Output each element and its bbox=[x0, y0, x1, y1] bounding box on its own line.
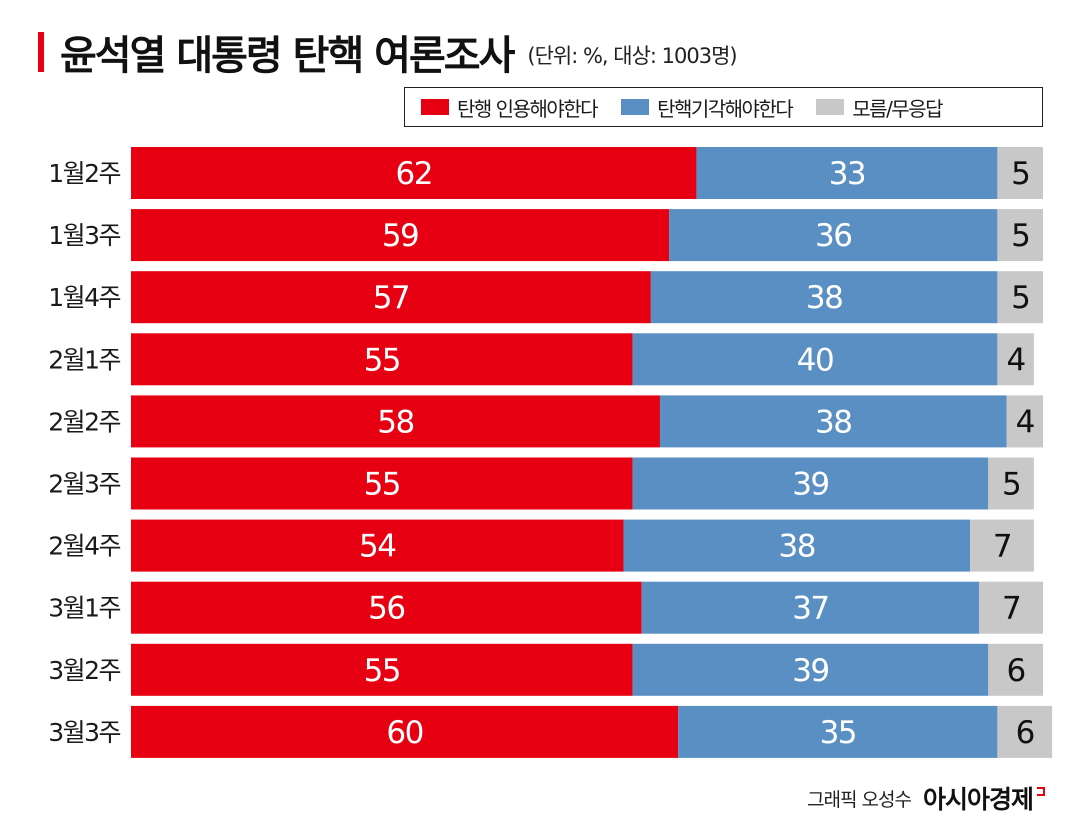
data-label-unknown: 6 bbox=[1007, 653, 1025, 689]
bar-segment-unknown bbox=[997, 333, 1034, 386]
bar-segment-support bbox=[131, 209, 670, 262]
bar-segment-oppose bbox=[641, 581, 980, 634]
data-label-support: 55 bbox=[364, 342, 400, 378]
data-label-oppose: 39 bbox=[792, 653, 828, 689]
legend-label-unknown: 모름/무응답 bbox=[852, 96, 943, 121]
bar-segment-unknown bbox=[988, 643, 1043, 696]
data-label-support: 55 bbox=[364, 467, 400, 503]
brand-mark-icon bbox=[1037, 786, 1045, 796]
data-label-oppose: 38 bbox=[815, 404, 851, 440]
bar-segment-support bbox=[131, 271, 651, 324]
legend-swatch-support bbox=[421, 99, 449, 115]
data-label-oppose: 38 bbox=[806, 280, 842, 316]
category-label: 3월2주 bbox=[48, 656, 120, 685]
bar-segment-unknown bbox=[988, 457, 1034, 510]
chart-title: 윤석열 대통령 탄핵 여론조사 bbox=[60, 33, 515, 79]
data-label-oppose: 37 bbox=[792, 591, 828, 627]
data-label-support: 54 bbox=[359, 529, 395, 565]
data-label-support: 56 bbox=[368, 591, 404, 627]
bar-segment-unknown bbox=[997, 209, 1043, 262]
data-label-support: 55 bbox=[364, 653, 400, 689]
bar-segment-unknown bbox=[970, 519, 1034, 572]
category-label: 1월3주 bbox=[48, 221, 120, 250]
bar-segment-oppose bbox=[632, 333, 998, 386]
legend-item-oppose: 탄핵기각해야한다 bbox=[621, 93, 794, 122]
bar-segment-support bbox=[131, 457, 633, 510]
bar-segment-support bbox=[131, 705, 679, 758]
bar-segment-support bbox=[131, 147, 697, 199]
legend-label-oppose: 탄핵기각해야한다 bbox=[657, 96, 794, 121]
data-label-unknown: 4 bbox=[1016, 404, 1034, 440]
legend: 탄행 인용해야한다 탄핵기각해야한다 모름/무응답 bbox=[404, 87, 1043, 127]
bar-segment-oppose bbox=[678, 705, 998, 758]
graphic-credit: 그래픽 오성수 bbox=[807, 788, 912, 811]
bar-segment-support bbox=[131, 333, 633, 386]
bar-segment-oppose bbox=[659, 395, 1007, 448]
legend-swatch-oppose bbox=[621, 99, 650, 115]
category-label: 1월2주 bbox=[48, 159, 120, 188]
data-label-unknown: 5 bbox=[1011, 218, 1029, 254]
bar-segment-support bbox=[131, 581, 642, 634]
bar-segment-oppose bbox=[632, 643, 989, 696]
category-label: 2월1주 bbox=[48, 345, 120, 374]
category-label: 2월4주 bbox=[48, 532, 120, 561]
data-label-oppose: 36 bbox=[815, 218, 851, 254]
category-label: 1월4주 bbox=[48, 283, 120, 312]
data-label-support: 60 bbox=[386, 715, 422, 751]
chart-subtitle: (단위: %, 대상: 1003명) bbox=[527, 44, 737, 68]
category-label: 2월2주 bbox=[48, 407, 120, 436]
data-label-unknown: 4 bbox=[1007, 342, 1025, 378]
bar-segment-oppose bbox=[696, 147, 998, 199]
bar-segment-support bbox=[131, 643, 633, 696]
data-label-unknown: 5 bbox=[1002, 467, 1020, 503]
data-label-oppose: 33 bbox=[829, 156, 865, 192]
data-label-unknown: 5 bbox=[1011, 156, 1029, 192]
data-label-support: 57 bbox=[373, 280, 409, 316]
bar-segment-unknown bbox=[1006, 395, 1043, 448]
data-label-unknown: 7 bbox=[1002, 591, 1020, 627]
data-label-unknown: 6 bbox=[1016, 715, 1034, 751]
bar-segment-support bbox=[131, 519, 624, 572]
data-label-oppose: 39 bbox=[792, 467, 828, 503]
legend-item-support: 탄행 인용해야한다 bbox=[421, 93, 599, 122]
brand-logo: 아시아경제 bbox=[922, 785, 1034, 814]
data-label-support: 59 bbox=[382, 218, 418, 254]
bar-segment-unknown bbox=[997, 705, 1053, 758]
bar-segment-oppose bbox=[632, 457, 989, 510]
legend-swatch-unknown bbox=[816, 99, 845, 115]
data-label-support: 62 bbox=[395, 156, 431, 192]
bar-segment-unknown bbox=[997, 271, 1043, 324]
bar-segment-oppose bbox=[623, 519, 971, 572]
data-label-support: 58 bbox=[377, 404, 413, 440]
category-label: 2월3주 bbox=[48, 470, 120, 499]
title-block: 윤석열 대통령 탄핵 여론조사 (단위: %, 대상: 1003명) bbox=[38, 26, 738, 79]
data-label-oppose: 35 bbox=[820, 715, 856, 751]
title-accent-bar bbox=[38, 32, 44, 72]
bar-segment-oppose bbox=[669, 209, 998, 262]
category-label: 3월1주 bbox=[48, 594, 120, 623]
data-label-unknown: 7 bbox=[993, 529, 1011, 565]
data-label-unknown: 5 bbox=[1011, 280, 1029, 316]
legend-item-unknown: 모름/무응답 bbox=[816, 93, 944, 122]
bar-segment-support bbox=[131, 395, 660, 448]
footer: 그래픽 오성수 아시아경제 bbox=[807, 780, 1045, 816]
bar-segment-unknown bbox=[979, 581, 1043, 634]
legend-label-support: 탄행 인용해야한다 bbox=[457, 96, 599, 121]
data-label-oppose: 38 bbox=[779, 529, 815, 565]
category-label: 3월3주 bbox=[48, 718, 120, 747]
data-label-oppose: 40 bbox=[797, 342, 833, 378]
bar-segment-unknown bbox=[997, 147, 1043, 199]
bar-segment-oppose bbox=[650, 271, 998, 324]
